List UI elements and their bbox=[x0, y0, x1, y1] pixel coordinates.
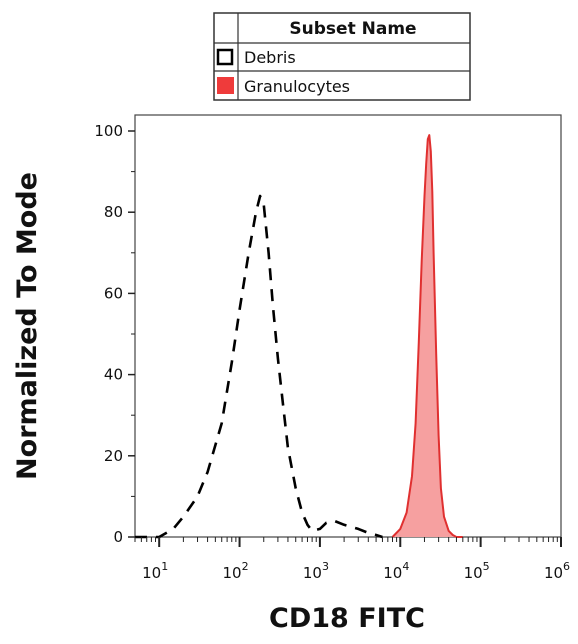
y-tick-label: 100 bbox=[94, 122, 123, 140]
legend-frame bbox=[213, 12, 471, 101]
x-tick-label: 102 bbox=[223, 560, 249, 582]
legend: Subset Name Debris Granulocytes bbox=[213, 12, 471, 101]
granulocytes-swatch-icon bbox=[217, 77, 234, 94]
x-tick-label: 104 bbox=[383, 560, 409, 582]
x-tick-label: 106 bbox=[544, 560, 570, 582]
debris-swatch-icon bbox=[216, 48, 234, 66]
x-tick-label: 103 bbox=[303, 560, 329, 582]
x-tick-label: 101 bbox=[142, 560, 168, 582]
legend-header: Subset Name bbox=[289, 19, 416, 39]
x-tick-label: 105 bbox=[464, 560, 490, 582]
y-tick-label: 60 bbox=[104, 284, 123, 302]
axes-layer: 0 20 40 60 80 100 101 102 103 104 105 106 bbox=[94, 122, 570, 582]
plot-frame bbox=[134, 114, 562, 538]
y-tick-label: 40 bbox=[104, 366, 123, 384]
y-tick-label: 0 bbox=[113, 528, 123, 546]
legend-entry-granulocytes: Granulocytes bbox=[244, 77, 350, 96]
y-tick-label: 20 bbox=[104, 447, 123, 465]
y-axis-title: Normalized To Mode bbox=[12, 172, 43, 480]
y-tick-label: 80 bbox=[104, 203, 123, 221]
granulocytes-series-line bbox=[391, 134, 463, 538]
legend-entry-debris: Debris bbox=[244, 48, 296, 67]
x-axis-title: CD18 FITC bbox=[269, 603, 425, 634]
granulocytes-area bbox=[392, 135, 463, 537]
debris-series-line bbox=[135, 194, 383, 539]
series-layer bbox=[135, 134, 463, 539]
